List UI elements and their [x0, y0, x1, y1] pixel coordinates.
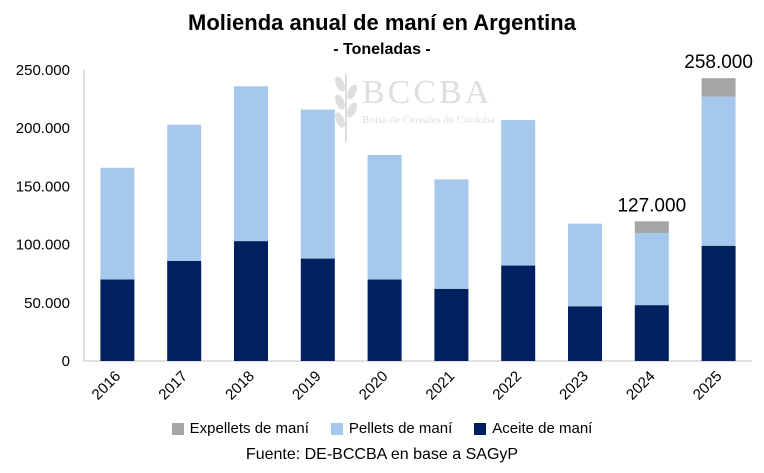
legend-swatch	[171, 422, 184, 435]
bar-segment	[100, 167, 135, 280]
y-tick-label: 200.000	[16, 120, 70, 137]
y-tick-label: 100.000	[16, 237, 70, 254]
bar-segment	[634, 232, 669, 306]
chart-subtitle: - Toneladas -	[333, 41, 431, 58]
chart-title: Molienda anual de maní en Argentina	[188, 10, 576, 35]
x-tick-label: 2019	[289, 368, 325, 404]
x-tick-label: 2021	[423, 368, 459, 404]
chart-legend: Expellets de maní Pellets de maní Aceite d…	[0, 420, 764, 437]
x-tick-label: 2017	[155, 368, 191, 404]
bar-segment	[434, 179, 469, 289]
bar-segment	[501, 120, 536, 266]
bar-segment	[300, 258, 335, 361]
data-label: 127.000	[617, 195, 686, 216]
x-tick-label: 2024	[623, 368, 659, 404]
bar-segment	[634, 305, 669, 361]
bar-segment	[701, 245, 736, 361]
bar-segment	[434, 288, 469, 361]
chart-source: Fuente: DE-BCCBA en base a SAGyP	[245, 446, 519, 463]
legend-item: Pellets de maní	[330, 420, 453, 437]
bar-segment	[568, 306, 602, 361]
x-tick-label: 2023	[556, 368, 592, 404]
bar-segment	[568, 223, 602, 307]
legend-swatch	[474, 422, 487, 435]
bar-segment	[501, 265, 536, 361]
watermark-subtitle: Bolsa de Cereales de Córdoba	[362, 114, 495, 126]
x-tick-label: 2025	[690, 368, 726, 404]
watermark-logo: BCCBA	[362, 74, 493, 111]
bar-segment	[167, 124, 202, 261]
y-tick-label: 50.000	[24, 295, 70, 312]
legend-label: Expellets de maní	[189, 420, 309, 437]
bar-segment	[300, 109, 335, 259]
legend-item: Expellets de maní	[171, 420, 309, 437]
data-label: 258.000	[684, 52, 753, 73]
bar-segment	[234, 86, 268, 242]
legend-label: Aceite de maní	[492, 420, 593, 437]
bar-segment	[234, 241, 268, 361]
x-tick-label: 2016	[89, 368, 125, 404]
bar-segment	[367, 279, 402, 361]
bar-segment	[701, 96, 736, 246]
bar-segment	[701, 78, 736, 97]
bar-segment	[167, 260, 202, 361]
y-tick-label: 0	[62, 353, 70, 370]
y-tick-label: 250.000	[16, 62, 70, 79]
bar-segment	[367, 154, 402, 280]
bar-segment	[634, 221, 669, 233]
wheat-icon	[335, 74, 357, 142]
legend-label: Pellets de maní	[348, 420, 453, 437]
bar-segment	[100, 279, 135, 361]
y-tick-label: 150.000	[16, 178, 70, 195]
bccba-watermark: BCCBA Bolsa de Cereales de Córdoba	[328, 64, 495, 149]
x-tick-label: 2020	[356, 368, 392, 404]
legend-item: Aceite de maní	[474, 420, 592, 437]
x-tick-label: 2022	[489, 368, 525, 404]
legend-swatch	[330, 422, 343, 435]
x-tick-label: 2018	[222, 368, 258, 404]
